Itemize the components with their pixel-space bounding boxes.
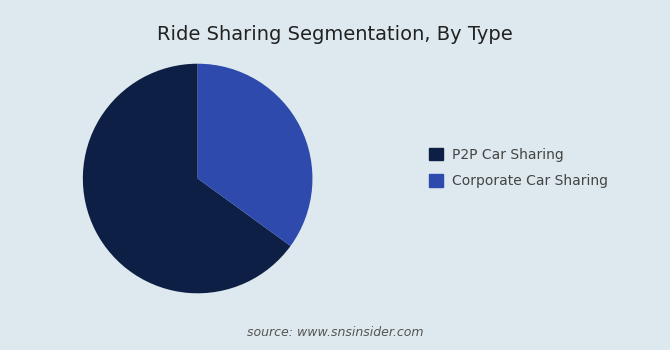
Wedge shape bbox=[198, 64, 312, 246]
Legend: P2P Car Sharing, Corporate Car Sharing: P2P Car Sharing, Corporate Car Sharing bbox=[422, 141, 614, 195]
Text: Ride Sharing Segmentation, By Type: Ride Sharing Segmentation, By Type bbox=[157, 25, 513, 43]
Text: source: www.snsinsider.com: source: www.snsinsider.com bbox=[247, 327, 423, 340]
Wedge shape bbox=[83, 64, 291, 293]
